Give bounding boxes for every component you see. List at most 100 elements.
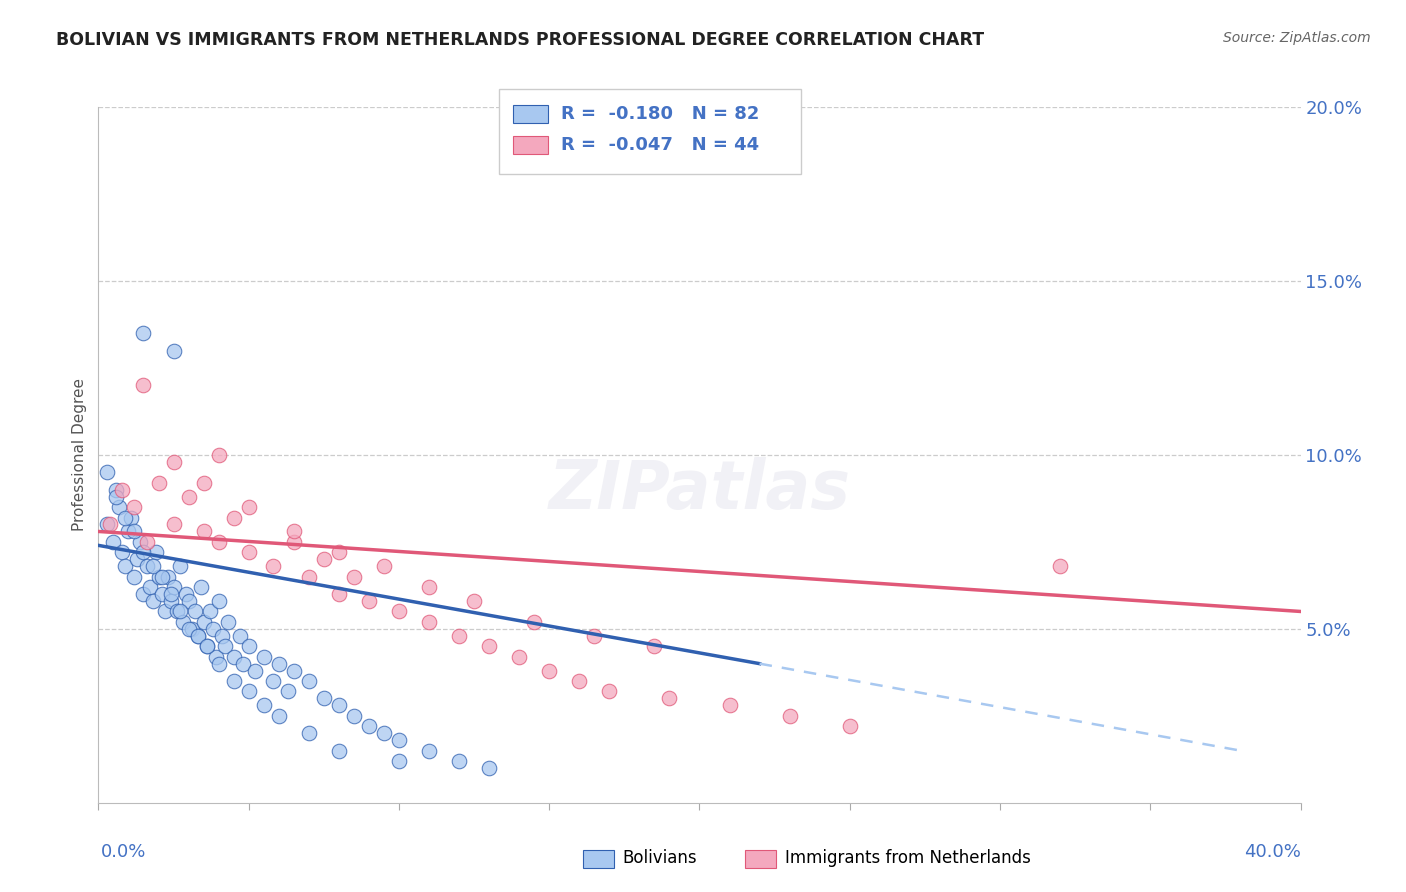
Point	[100, 517, 122, 532]
Point	[357, 719, 380, 733]
Point	[373, 559, 395, 574]
Text: 40.0%: 40.0%	[1244, 843, 1301, 861]
Text: Source: ZipAtlas.com: Source: ZipAtlas.com	[1223, 31, 1371, 45]
Point	[357, 594, 380, 608]
Point	[124, 500, 146, 514]
Point	[117, 524, 139, 539]
Point	[1049, 559, 1071, 574]
Point	[135, 534, 157, 549]
Point	[583, 629, 606, 643]
Point	[373, 726, 395, 740]
Point	[222, 649, 245, 664]
Point	[145, 545, 167, 559]
Point	[253, 698, 276, 713]
Point	[298, 674, 321, 689]
Point	[141, 559, 163, 574]
Point	[121, 510, 143, 524]
Point	[238, 684, 260, 698]
Point	[447, 754, 470, 768]
Point	[312, 552, 335, 566]
Point	[166, 605, 188, 619]
Text: ZIPatlas: ZIPatlas	[548, 457, 851, 523]
Point	[388, 733, 411, 747]
Point	[148, 570, 170, 584]
Point	[343, 708, 366, 723]
Point	[132, 378, 155, 392]
Point	[132, 326, 155, 340]
Point	[187, 629, 209, 643]
Point	[643, 639, 665, 653]
Point	[169, 605, 191, 619]
Point	[208, 594, 231, 608]
Point	[523, 615, 546, 629]
Point	[418, 580, 440, 594]
Point	[132, 587, 155, 601]
Point	[148, 475, 170, 490]
Point	[177, 490, 200, 504]
Point	[162, 580, 184, 594]
Point	[463, 594, 485, 608]
Point	[217, 615, 239, 629]
Point	[156, 570, 179, 584]
Text: Bolivians: Bolivians	[623, 849, 697, 867]
Point	[187, 629, 209, 643]
Point	[162, 343, 184, 358]
Point	[232, 657, 254, 671]
Point	[198, 605, 221, 619]
Point	[114, 559, 136, 574]
Point	[138, 580, 160, 594]
Point	[190, 580, 212, 594]
Point	[159, 594, 181, 608]
Point	[568, 674, 591, 689]
Point	[328, 545, 350, 559]
Point	[253, 649, 276, 664]
Point	[105, 483, 128, 497]
Point	[162, 517, 184, 532]
Point	[283, 524, 305, 539]
Y-axis label: Professional Degree: Professional Degree	[72, 378, 87, 532]
Point	[298, 570, 321, 584]
Point	[214, 639, 236, 653]
Point	[172, 615, 194, 629]
Point	[201, 622, 224, 636]
Point	[204, 649, 226, 664]
Point	[243, 664, 266, 678]
Point	[222, 674, 245, 689]
Point	[174, 587, 197, 601]
Point	[658, 691, 681, 706]
Point	[838, 719, 860, 733]
Point	[141, 594, 163, 608]
Text: R =  -0.180   N = 82: R = -0.180 N = 82	[561, 105, 759, 123]
Point	[228, 629, 250, 643]
Point	[129, 534, 152, 549]
Point	[418, 615, 440, 629]
Point	[211, 629, 233, 643]
Point	[538, 664, 561, 678]
Point	[124, 524, 146, 539]
Point	[177, 594, 200, 608]
Point	[162, 455, 184, 469]
Point	[108, 500, 131, 514]
Point	[208, 657, 231, 671]
Point	[195, 639, 218, 653]
Point	[328, 698, 350, 713]
Point	[124, 570, 146, 584]
Point	[238, 639, 260, 653]
Point	[111, 483, 134, 497]
Point	[262, 674, 284, 689]
Point	[193, 615, 215, 629]
Point	[150, 570, 173, 584]
Point	[238, 545, 260, 559]
Point	[283, 664, 305, 678]
Point	[267, 708, 290, 723]
Point	[508, 649, 530, 664]
Point	[312, 691, 335, 706]
Point	[193, 475, 215, 490]
Point	[180, 622, 202, 636]
Point	[150, 587, 173, 601]
Point	[478, 639, 501, 653]
Point	[298, 726, 321, 740]
Point	[135, 559, 157, 574]
Point	[114, 510, 136, 524]
Point	[183, 605, 205, 619]
